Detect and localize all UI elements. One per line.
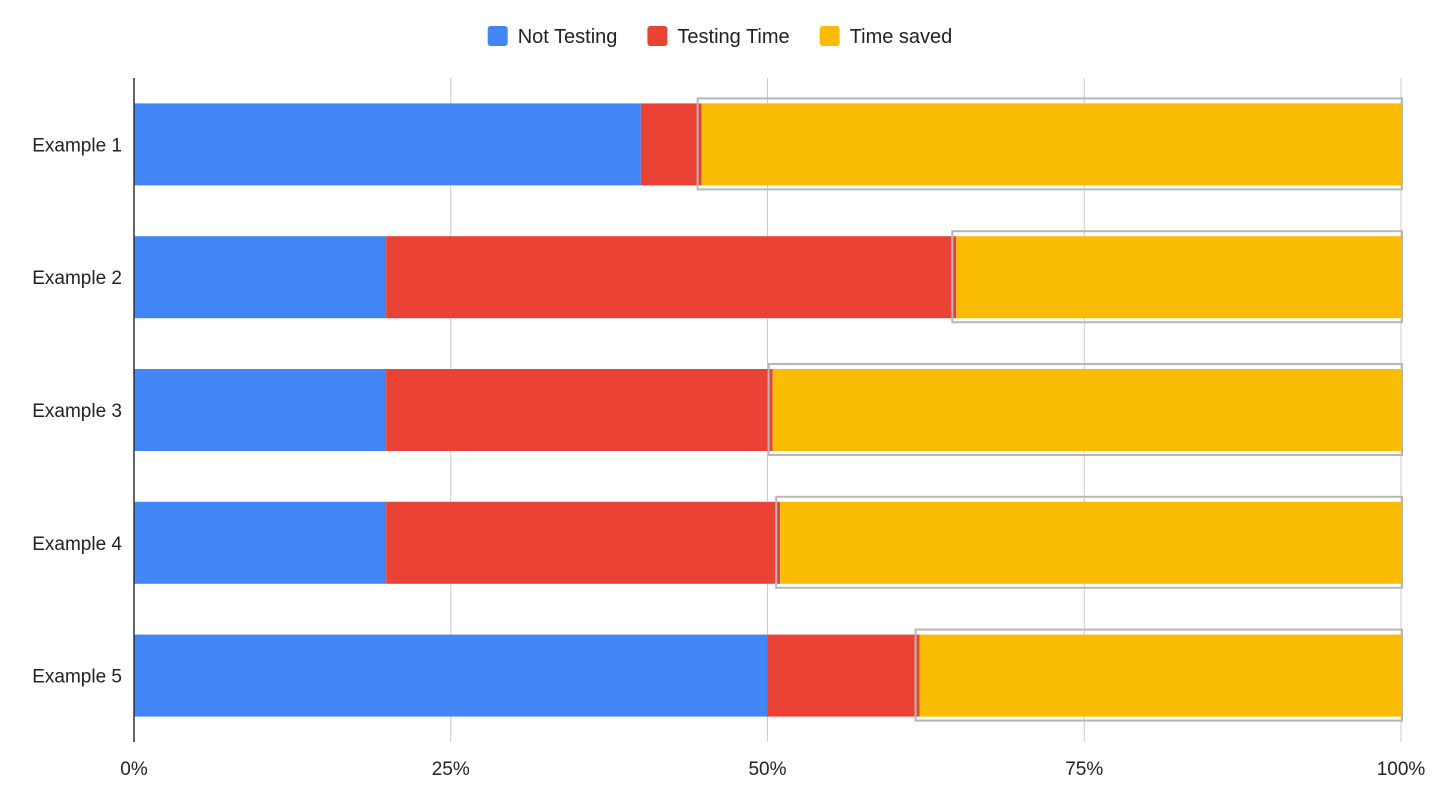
x-tick-label: 75% (1065, 759, 1103, 780)
bar-time-saved (772, 369, 1401, 451)
y-category-label: Example 3 (32, 401, 122, 422)
bar-not-testing (134, 501, 387, 584)
bar-time-saved (780, 501, 1401, 584)
bar-testing-time (386, 501, 781, 584)
legend-label: Time saved (850, 26, 953, 48)
bar-not-testing (134, 369, 387, 451)
segment-highlight-outline (767, 363, 1403, 456)
bar-not-testing (134, 634, 768, 717)
segment-highlight-outline (951, 230, 1404, 324)
bar-not-testing (134, 236, 387, 319)
axes: 0% 25% 50% 75% 100% Example 1 Example 2 Example… (32, 78, 1425, 780)
y-category-label: Example 5 (32, 667, 122, 688)
legend-item: Time saved (819, 26, 953, 48)
legend-swatch (647, 26, 668, 46)
x-tick-label: 100% (1377, 759, 1426, 780)
y-category-label: Example 1 (32, 135, 122, 156)
bar-time-saved (919, 634, 1401, 717)
x-tick-label: 0% (120, 759, 148, 780)
bar-not-testing (134, 103, 641, 186)
legend-swatch (819, 26, 840, 46)
bar-testing-time (386, 369, 773, 451)
legend-swatch (487, 26, 508, 46)
legend-label: Testing Time (677, 26, 789, 48)
bar-testing-time (386, 236, 957, 319)
x-tick-label: 50% (748, 759, 786, 780)
segment-highlight-outline (696, 97, 1403, 191)
segment-highlight-outline (914, 628, 1403, 722)
bar-time-saved (701, 103, 1401, 186)
y-category-label: Example 4 (32, 534, 122, 555)
segment-highlight-outline (775, 495, 1403, 589)
highlight-outlines (696, 97, 1404, 722)
bar-time-saved (956, 236, 1401, 319)
legend: Not Testing Testing Time Time saved (487, 26, 953, 48)
legend-item: Not Testing (487, 26, 618, 48)
legend-item: Testing Time (647, 26, 790, 48)
y-category-label: Example 2 (32, 268, 122, 289)
bars (134, 103, 1401, 717)
x-tick-label: 25% (432, 759, 470, 780)
bar-testing-time (767, 634, 920, 717)
bar-testing-time (640, 103, 702, 186)
legend-label: Not Testing (518, 26, 618, 48)
